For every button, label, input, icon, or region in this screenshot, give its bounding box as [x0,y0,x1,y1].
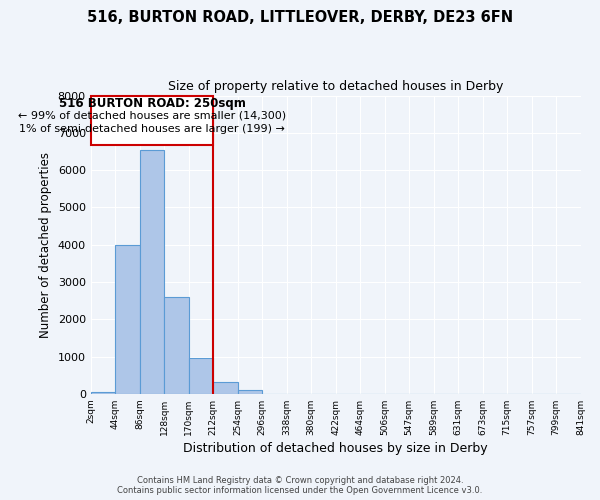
Text: ← 99% of detached houses are smaller (14,300): ← 99% of detached houses are smaller (14… [18,110,286,120]
Bar [164,297,188,394]
Bar [238,390,262,394]
Title: Size of property relative to detached houses in Derby: Size of property relative to detached ho… [168,80,503,93]
Bar [91,392,115,394]
Y-axis label: Number of detached properties: Number of detached properties [39,152,52,338]
Bar [188,358,213,394]
X-axis label: Distribution of detached houses by size in Derby: Distribution of detached houses by size … [183,442,488,455]
Bar [140,150,164,394]
Bar [115,244,140,394]
Text: Contains HM Land Registry data © Crown copyright and database right 2024.
Contai: Contains HM Land Registry data © Crown c… [118,476,482,495]
Text: 516, BURTON ROAD, LITTLEOVER, DERBY, DE23 6FN: 516, BURTON ROAD, LITTLEOVER, DERBY, DE2… [87,10,513,25]
FancyBboxPatch shape [91,96,213,145]
Text: 516 BURTON ROAD: 250sqm: 516 BURTON ROAD: 250sqm [59,96,245,110]
Bar [213,382,238,394]
Text: 1% of semi-detached houses are larger (199) →: 1% of semi-detached houses are larger (1… [19,124,285,134]
